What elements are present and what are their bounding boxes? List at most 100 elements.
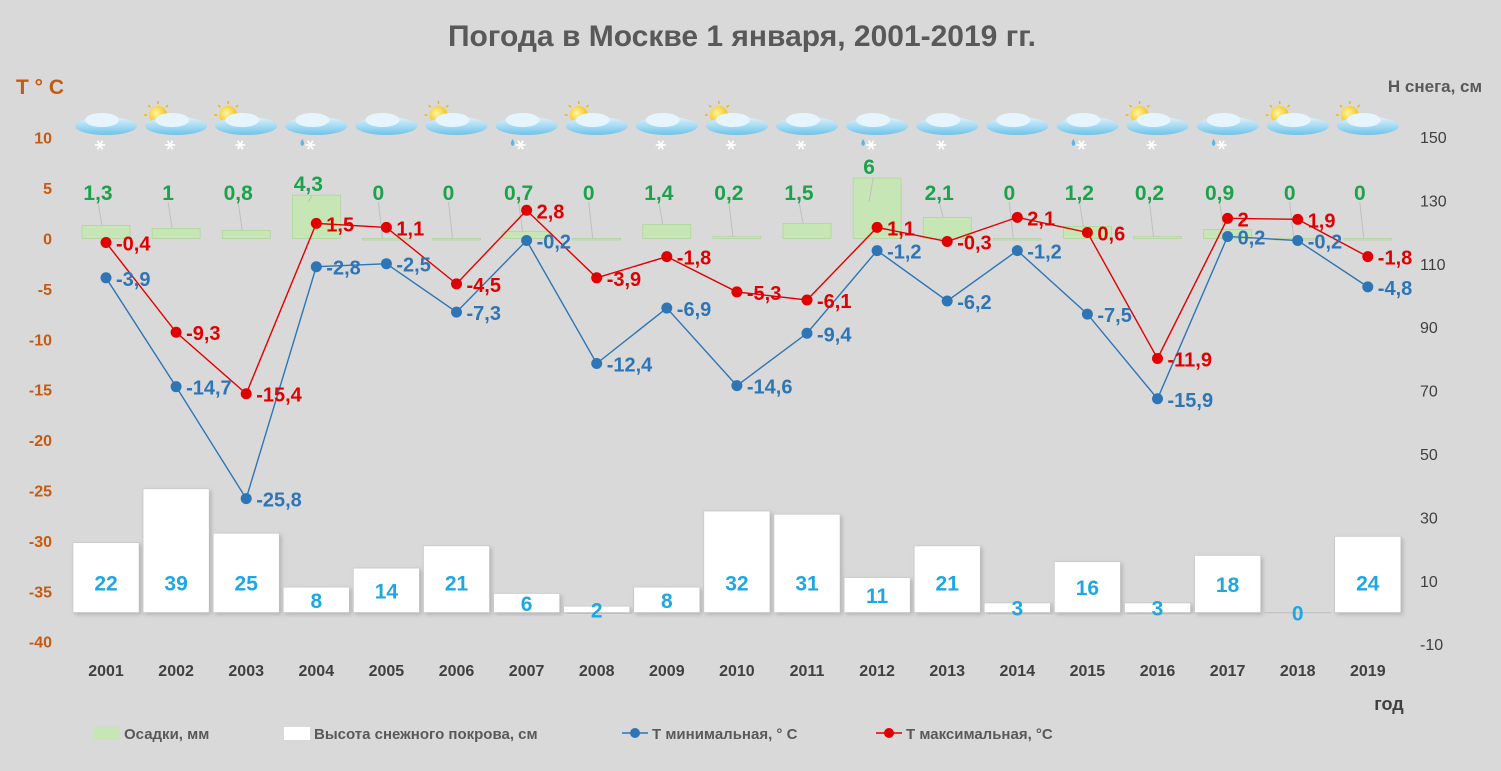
sun-ray xyxy=(445,104,449,108)
snowflake-stroke xyxy=(938,140,945,150)
x-tick-label: 2003 xyxy=(228,663,264,680)
cloud-rain-snow-icon xyxy=(846,113,909,150)
temp-min-label: -0,2 xyxy=(537,232,571,254)
temp-max-label: 1,1 xyxy=(887,218,915,240)
temp-max-label: -3,9 xyxy=(607,269,641,291)
precipitation-label: 2,1 xyxy=(925,182,955,205)
snow-depth-bars xyxy=(72,488,1402,614)
snowflake-icon xyxy=(515,140,526,150)
temp-min-label: -15,9 xyxy=(1168,390,1214,412)
y-right-tick-label: -10 xyxy=(1420,637,1443,654)
cloud-shape xyxy=(645,113,680,127)
y-left-tick-label: 0 xyxy=(43,232,52,249)
precipitation-leader-line xyxy=(1008,201,1014,239)
temp-max-label: 2 xyxy=(1238,209,1249,231)
legend: Осадки, мм Высота снежного покрова, см Т… xyxy=(94,726,1053,743)
y-right-tick-label: 90 xyxy=(1420,320,1438,337)
snowflake-icon xyxy=(1216,140,1227,150)
precipitation-bar xyxy=(151,228,201,239)
sun-ray xyxy=(726,104,730,108)
snow-depth-label: 3 xyxy=(1011,598,1023,621)
cloud-icon xyxy=(846,113,909,135)
snowflake-stroke xyxy=(166,140,174,150)
temp-max-point xyxy=(521,204,533,216)
sun-ray xyxy=(147,104,151,108)
y-left-tick-label: -20 xyxy=(29,433,52,450)
precipitation-leader-line xyxy=(307,194,313,203)
x-tick-label: 2009 xyxy=(649,663,685,680)
snow-depth-bar xyxy=(423,545,490,613)
temp-max-label: 1,9 xyxy=(1308,210,1336,232)
cloud-icon xyxy=(1266,113,1329,135)
sun-ray xyxy=(165,104,169,108)
snow-depth-bar xyxy=(283,586,350,613)
y-left-tick-label: -15 xyxy=(29,383,52,400)
snow-depth-bar xyxy=(353,567,420,613)
legend-swatch-snow-depth xyxy=(284,727,310,740)
x-tick-label: 2002 xyxy=(158,663,194,680)
precipitation-leader-line xyxy=(1359,201,1365,239)
temp-min-label: -4,8 xyxy=(1378,278,1412,300)
temp-min-point xyxy=(871,245,883,257)
snowflake-stroke xyxy=(1218,140,1225,150)
snow-depth-bar xyxy=(212,533,280,613)
raindrop-icon xyxy=(861,139,865,146)
cloud-shape xyxy=(996,113,1031,127)
snowflake-icon xyxy=(725,140,736,150)
sun-cloud-icon xyxy=(424,101,488,135)
precipitation-bar xyxy=(992,238,1042,241)
cloud-snow-icon xyxy=(916,113,979,150)
temp-max-point xyxy=(941,236,953,248)
temp-min-label: -1,2 xyxy=(887,242,921,264)
precipitation-bar xyxy=(1133,236,1182,239)
snow-depth-label: 14 xyxy=(375,580,399,603)
temp-max-point xyxy=(661,251,673,263)
x-tick-label: 2010 xyxy=(719,663,755,680)
temp-min-point xyxy=(170,381,182,393)
cloud-icon xyxy=(635,113,698,135)
y-right-tick-label: 10 xyxy=(1420,574,1438,591)
y-right-axis: 150 130 110 90 70 50 30 10 -10 xyxy=(1420,130,1447,654)
temp-min-point xyxy=(591,357,603,369)
snow-depth-bar xyxy=(703,510,771,613)
cloud-icon xyxy=(215,113,278,135)
snowflake-icon xyxy=(1076,140,1087,150)
snow-depth-label: 8 xyxy=(661,590,673,613)
cloud-icon xyxy=(565,113,628,135)
temp-min-point xyxy=(451,306,462,318)
precipitation-leader-line xyxy=(798,201,804,224)
precipitation-bar xyxy=(712,236,762,239)
raindrop-icon xyxy=(1071,139,1076,146)
snowflake-stroke xyxy=(307,140,314,150)
precipitation-bar xyxy=(432,238,481,241)
snowflake-icon xyxy=(305,140,316,150)
precipitation-label: 1,3 xyxy=(83,182,112,205)
temp-min-point xyxy=(941,295,953,307)
temp-min-label: -14,7 xyxy=(186,378,232,400)
cloud-icon xyxy=(355,113,418,135)
precipitation-leader-line xyxy=(1149,201,1154,237)
temperature-lines xyxy=(100,204,1374,505)
y-left-tick-label: -10 xyxy=(29,332,52,349)
y-left-tick-label: -5 xyxy=(38,282,52,299)
precipitation-label: 0 xyxy=(583,182,595,205)
y-left-axis-title: T ° C xyxy=(16,76,64,99)
temp-min-label: -6,9 xyxy=(677,299,711,321)
x-tick-label: 2011 xyxy=(790,663,825,680)
y-left-tick-label: -30 xyxy=(29,534,52,551)
temp-max-point xyxy=(451,278,462,290)
raindrop-icon xyxy=(1211,139,1216,146)
x-tick-label: 2019 xyxy=(1350,663,1386,680)
temp-max-point xyxy=(1152,352,1163,364)
cloud-icon xyxy=(1336,113,1399,135)
precipitation-leader-line xyxy=(1219,201,1225,230)
precipitation-label: 6 xyxy=(863,156,875,179)
precipitation-bar xyxy=(362,238,411,241)
snow-depth-bar xyxy=(493,593,560,613)
y-right-axis-title: Н снега, см xyxy=(1388,77,1482,96)
y-right-tick-label: 110 xyxy=(1420,257,1446,274)
cloud-shape xyxy=(1066,113,1101,127)
temp-min-label: 0,2 xyxy=(1238,227,1266,249)
snow-depth-label: 6 xyxy=(521,593,533,616)
snow-depth-bar xyxy=(72,542,140,613)
